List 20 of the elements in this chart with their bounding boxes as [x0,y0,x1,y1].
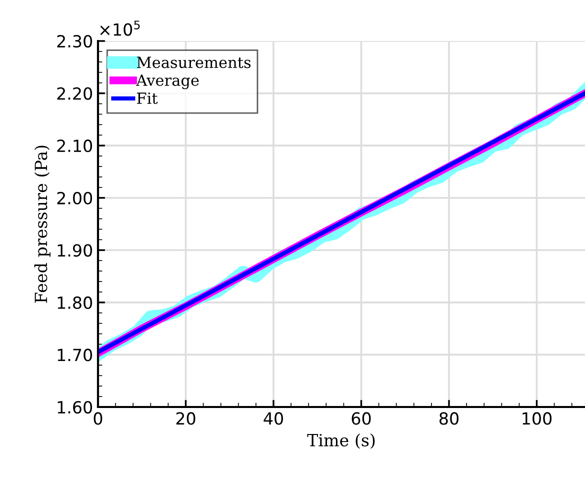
legend-label: Average [136,74,199,90]
x-tick-label: 60 [352,412,371,425]
y-axis-title: Feed pressure (Pa) [34,146,50,303]
text: ×10$^{5}$ [100,20,140,36]
x-axis-title: Time (s) [307,434,375,449]
y-tick-label: 1.80 [58,296,92,309]
legend-label: Fit [137,92,158,104]
y-tick-label: 2.10 [57,140,92,152]
y-tick-label: 2.20 [57,87,92,100]
x-tick-label: 20 [176,412,196,425]
y-tick-label: 1.60 [58,400,92,414]
x-tick-label: 80 [440,412,458,425]
x-tick-label: 40 [264,412,283,425]
y-tick-label: 1.70 [58,348,92,362]
x-tick-label: 100 [522,412,552,425]
legend-label: Measurements [136,56,251,68]
x-tick-label: 0 [94,412,102,425]
y-tick-label: 1.90 [58,244,92,257]
y-tick-label: 2.00 [57,192,92,204]
y-tick-label: 2.30 [57,34,92,48]
